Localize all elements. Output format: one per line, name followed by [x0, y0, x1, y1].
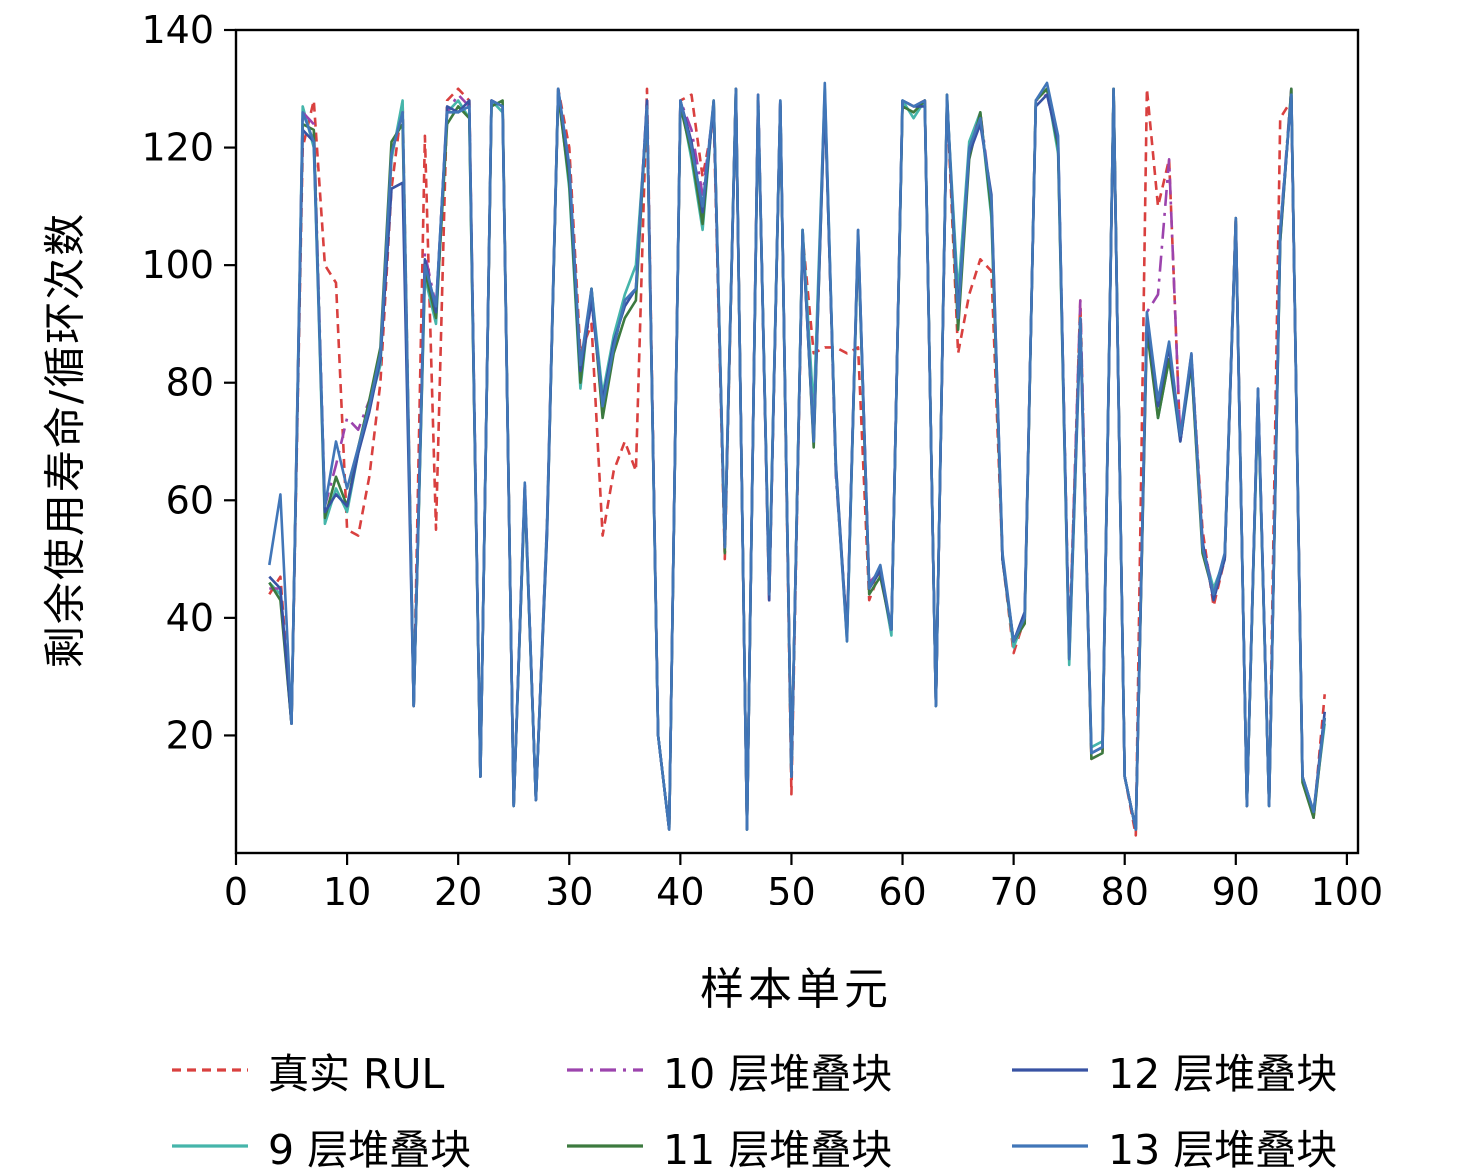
- legend-item-13-layer: 13 层堆叠块: [1010, 1116, 1430, 1171]
- legend-item-12-layer: 12 层堆叠块: [1010, 1040, 1430, 1100]
- legend-line-9-layer: [172, 1144, 248, 1148]
- y-tick-label: 100: [141, 243, 214, 287]
- legend-item-10-layer: 10 层堆叠块: [565, 1040, 1010, 1100]
- y-tick-label: 20: [166, 713, 214, 757]
- y-tick-label: 80: [166, 361, 214, 405]
- x-tick-label: 30: [545, 870, 593, 905]
- legend-line-13-layer: [1012, 1144, 1088, 1148]
- series-line-5: [268, 81, 1326, 831]
- plot-area: 0 10 20 30 40 50 60 70 80 90 100 20 40 60 80 100 120 140: [141, 8, 1384, 905]
- y-tick-label: 140: [141, 8, 214, 52]
- x-tick-label: 20: [434, 870, 482, 905]
- y-tick-label: 40: [166, 596, 214, 640]
- legend-line-11-layer: [567, 1144, 643, 1148]
- legend-line-true-rul: [172, 1068, 248, 1072]
- chart-legend: 真实 RUL 10 层堆叠块 12 层堆叠块 9 层堆叠块 11 层堆叠块 13…: [170, 1040, 1450, 1171]
- legend-item-9-layer: 9 层堆叠块: [170, 1116, 565, 1171]
- legend-label-11-layer: 11 层堆叠块: [663, 1126, 893, 1171]
- legend-label-12-layer: 12 层堆叠块: [1108, 1050, 1338, 1098]
- x-tick-label: 50: [767, 870, 815, 905]
- legend-line-10-layer: [567, 1068, 643, 1072]
- x-tick-label: 0: [224, 870, 248, 905]
- x-tick-label: 60: [878, 870, 926, 905]
- series-group: [268, 81, 1326, 837]
- y-axis-label: 剩余使用寿命/循环次数: [40, 211, 90, 669]
- plot-frame: [234, 28, 1360, 855]
- x-tick-label: 10: [323, 870, 371, 905]
- legend-label-9-layer: 9 层堆叠块: [268, 1126, 472, 1171]
- legend-line-12-layer: [1012, 1068, 1088, 1072]
- legend-label-13-layer: 13 层堆叠块: [1108, 1126, 1338, 1171]
- x-tick-label: 40: [656, 870, 704, 905]
- x-tick-label: 80: [1101, 870, 1149, 905]
- x-tick-label: 70: [989, 870, 1037, 905]
- y-tick-label: 120: [141, 126, 214, 170]
- legend-label-10-layer: 10 层堆叠块: [663, 1050, 893, 1098]
- y-tick-label: 60: [166, 478, 214, 522]
- legend-item-11-layer: 11 层堆叠块: [565, 1116, 1010, 1171]
- x-axis-label: 样本单元: [700, 964, 892, 1015]
- x-tick-label: 100: [1311, 870, 1384, 905]
- legend-label-true-rul: 真实 RUL: [268, 1050, 445, 1098]
- legend-item-true-rul: 真实 RUL: [170, 1040, 565, 1100]
- x-tick-label: 90: [1212, 870, 1260, 905]
